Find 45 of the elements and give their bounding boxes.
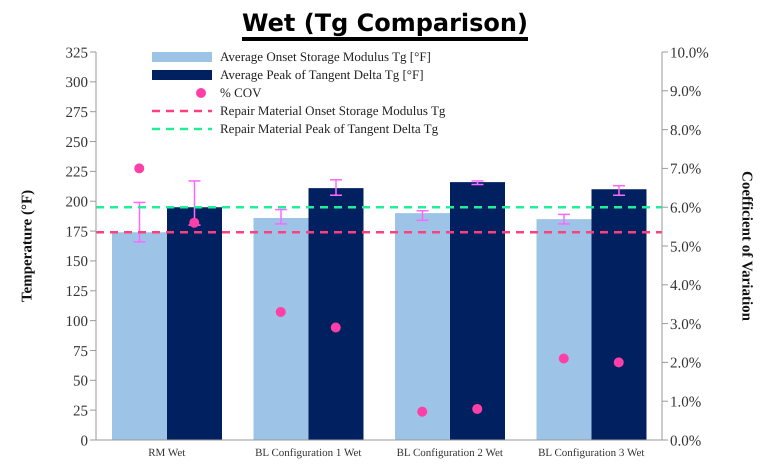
bar	[536, 219, 592, 440]
y2-tick-label: 0.0%	[670, 433, 702, 450]
y-tick-label: 75	[73, 344, 88, 360]
bar	[167, 207, 222, 440]
bar	[254, 218, 308, 440]
legend-label: Average Peak of Tangent Delta Tg [°F]	[220, 66, 424, 84]
y2-tick-label: 3.0%	[670, 316, 702, 333]
y2-axis-title: Coefficient of Variation	[738, 171, 755, 322]
y2-tick-label: 8.0%	[670, 122, 702, 139]
y-tick-label: 50	[73, 374, 88, 390]
bar	[450, 182, 505, 440]
y2-tick-label: 1.0%	[670, 394, 702, 411]
y-tick-label: 275	[66, 105, 88, 122]
y-tick-label: 325	[66, 45, 88, 62]
legend-label: Average Onset Storage Modulus Tg [°F]	[220, 48, 431, 66]
x-tick-label: BL Configuration 3 Wet	[538, 446, 644, 459]
y2-tick-label: 10.0%	[670, 45, 709, 62]
y2-tick-label: 7.0%	[670, 162, 702, 178]
x-tick-label: BL Configuration 2 Wet	[396, 446, 503, 459]
bar	[395, 213, 450, 440]
y-tick-label: 0	[80, 433, 88, 450]
y-tick-label: 225	[66, 164, 88, 181]
legend-label: % COV	[220, 84, 262, 102]
y-tick-label: 300	[66, 75, 88, 92]
y-tick-label: 25	[73, 403, 88, 420]
y-axis-title: Temperature (°F)	[19, 190, 36, 302]
y2-tick-label: 4.0%	[670, 278, 702, 294]
y-tick-label: 125	[66, 284, 88, 300]
bar	[112, 232, 167, 440]
y2-tick-label: 2.0%	[670, 356, 702, 372]
chart-title: Wet (Tg Comparison)	[242, 9, 528, 41]
y2-tick-label: 5.0%	[670, 239, 702, 256]
y-tick-label: 250	[66, 134, 88, 151]
legend-label: Repair Material Onset Storage Modulus Tg	[220, 102, 446, 120]
bar	[308, 188, 364, 440]
y2-tick-label: 6.0%	[670, 200, 702, 217]
legend-label: Repair Material Peak of Tangent Delta Tg	[220, 120, 438, 138]
y2-tick-label: 9.0%	[670, 84, 702, 100]
y-tick-label: 200	[66, 194, 88, 211]
x-tick-label: RM Wet	[148, 446, 186, 459]
y-tick-label: 175	[66, 224, 88, 240]
y-tick-label: 100	[66, 314, 88, 330]
bar	[592, 189, 646, 440]
y-tick-label: 150	[66, 254, 88, 270]
x-tick-label: BL Configuration 1 Wet	[255, 446, 362, 459]
